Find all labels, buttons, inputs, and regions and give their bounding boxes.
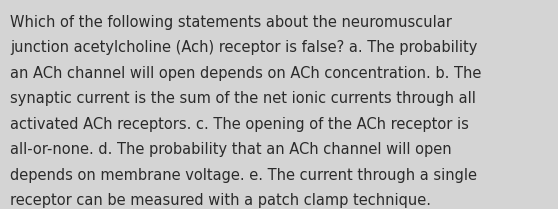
Text: all-or-none. d. The probability that an ACh channel will open: all-or-none. d. The probability that an …	[10, 142, 451, 157]
Text: receptor can be measured with a patch clamp technique.: receptor can be measured with a patch cl…	[10, 193, 431, 208]
Text: synaptic current is the sum of the net ionic currents through all: synaptic current is the sum of the net i…	[10, 91, 476, 106]
Text: activated ACh receptors. c. The opening of the ACh receptor is: activated ACh receptors. c. The opening …	[10, 117, 469, 132]
Text: Which of the following statements about the neuromuscular: Which of the following statements about …	[10, 15, 452, 30]
Text: depends on membrane voltage. e. The current through a single: depends on membrane voltage. e. The curr…	[10, 168, 477, 183]
Text: junction acetylcholine (Ach) receptor is false? a. The probability: junction acetylcholine (Ach) receptor is…	[10, 40, 478, 55]
Text: an ACh channel will open depends on ACh concentration. b. The: an ACh channel will open depends on ACh …	[10, 66, 482, 81]
